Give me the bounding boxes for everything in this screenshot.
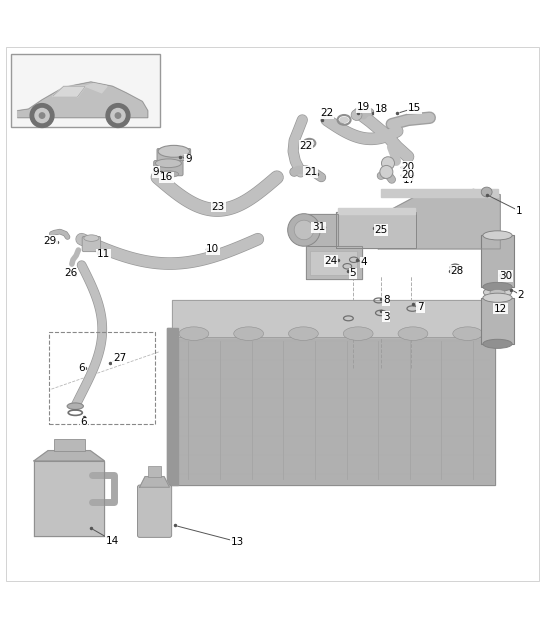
Text: 10: 10 [207, 244, 220, 254]
Circle shape [111, 109, 125, 122]
Text: 24: 24 [324, 256, 338, 266]
FancyBboxPatch shape [481, 298, 514, 344]
Circle shape [288, 214, 320, 246]
Text: 14: 14 [106, 536, 119, 546]
Text: 13: 13 [231, 537, 244, 547]
Polygon shape [17, 82, 148, 117]
Text: 30: 30 [499, 271, 512, 281]
Ellipse shape [483, 293, 512, 302]
Polygon shape [381, 189, 498, 197]
Text: 21: 21 [304, 167, 317, 177]
Text: 9: 9 [153, 167, 159, 177]
Text: 4: 4 [360, 257, 367, 268]
Bar [11, 54, 160, 127]
Text: 19: 19 [357, 102, 370, 112]
Bar [311, 251, 356, 275]
FancyBboxPatch shape [82, 237, 101, 252]
Text: 6: 6 [81, 418, 87, 428]
Text: 20: 20 [402, 161, 415, 171]
Text: 17: 17 [403, 175, 416, 185]
Polygon shape [34, 451, 105, 461]
Polygon shape [34, 461, 105, 536]
Text: 9: 9 [185, 154, 192, 165]
Text: 5: 5 [349, 268, 356, 278]
Text: 27: 27 [113, 354, 126, 364]
FancyBboxPatch shape [137, 485, 172, 538]
FancyBboxPatch shape [481, 236, 514, 287]
Ellipse shape [155, 159, 181, 168]
Polygon shape [172, 300, 489, 337]
Text: 1: 1 [516, 206, 523, 216]
Circle shape [30, 104, 54, 127]
Text: 6: 6 [78, 363, 85, 373]
Polygon shape [308, 214, 337, 246]
Text: 7: 7 [417, 303, 424, 313]
Text: 29: 29 [44, 236, 57, 246]
Ellipse shape [234, 327, 264, 340]
Ellipse shape [483, 339, 512, 349]
Text: 12: 12 [494, 303, 507, 313]
Ellipse shape [67, 403, 83, 409]
Text: 23: 23 [211, 202, 225, 212]
Circle shape [115, 113, 120, 118]
Polygon shape [53, 86, 86, 97]
Text: 22: 22 [300, 141, 313, 151]
Ellipse shape [288, 327, 318, 340]
Ellipse shape [398, 327, 428, 340]
Polygon shape [336, 212, 416, 248]
Text: 25: 25 [374, 225, 387, 235]
Polygon shape [167, 328, 495, 485]
Text: 11: 11 [96, 249, 110, 259]
Text: 20: 20 [402, 170, 415, 180]
Ellipse shape [483, 287, 512, 298]
Text: 31: 31 [312, 222, 325, 232]
Polygon shape [306, 246, 362, 279]
Circle shape [39, 113, 45, 118]
Circle shape [351, 109, 362, 121]
Ellipse shape [343, 327, 373, 340]
Text: 15: 15 [408, 103, 421, 113]
Bar [148, 466, 161, 477]
Bar [53, 439, 84, 451]
FancyBboxPatch shape [157, 149, 191, 161]
Ellipse shape [483, 283, 512, 291]
Polygon shape [378, 189, 500, 249]
Ellipse shape [490, 290, 505, 295]
Text: 18: 18 [374, 104, 387, 114]
Ellipse shape [339, 117, 349, 123]
Text: 26: 26 [64, 268, 77, 278]
Polygon shape [337, 208, 415, 214]
Text: 2: 2 [518, 290, 524, 300]
Ellipse shape [453, 327, 483, 340]
Ellipse shape [158, 171, 179, 177]
Ellipse shape [483, 231, 512, 240]
Text: 3: 3 [383, 311, 390, 322]
Circle shape [35, 109, 49, 122]
Polygon shape [167, 328, 178, 485]
Ellipse shape [158, 145, 190, 157]
Ellipse shape [84, 235, 99, 241]
Text: 16: 16 [160, 172, 173, 182]
Polygon shape [86, 84, 107, 93]
Text: 28: 28 [450, 266, 463, 276]
Circle shape [294, 220, 314, 240]
Polygon shape [140, 477, 169, 487]
FancyBboxPatch shape [154, 161, 183, 176]
Text: 22: 22 [320, 109, 334, 118]
Circle shape [380, 165, 393, 178]
Ellipse shape [179, 327, 209, 340]
Circle shape [106, 104, 130, 127]
Text: 8: 8 [383, 295, 390, 305]
Bar [49, 332, 155, 423]
Ellipse shape [305, 141, 314, 146]
Ellipse shape [481, 187, 492, 197]
Circle shape [382, 157, 395, 170]
